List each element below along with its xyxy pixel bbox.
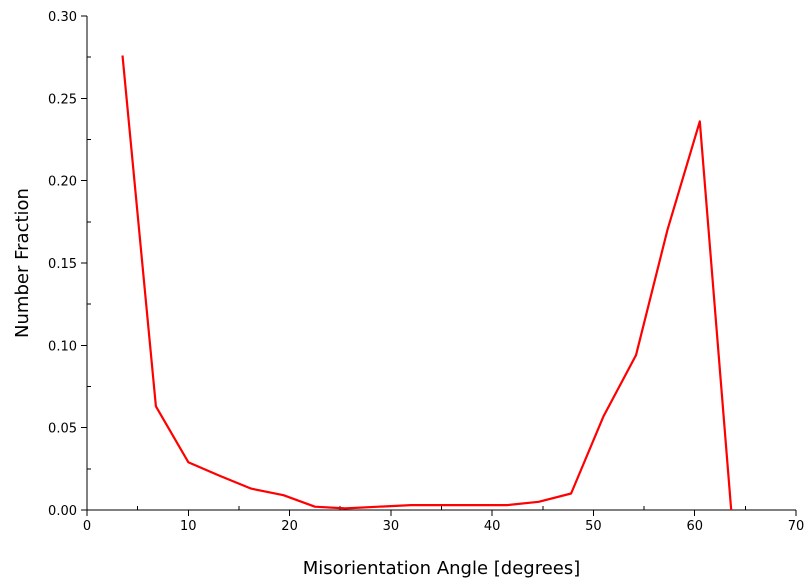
y-tick-label: 0.25 [48,92,77,107]
y-tick-label: 0.20 [48,175,77,190]
y-tick-label: 0.00 [48,504,77,519]
axes [86,16,796,511]
x-tick-label: 20 [281,519,298,534]
y-axis-label: Number Fraction [12,188,33,338]
series-line [121,55,733,511]
series [121,55,733,511]
x-tick-label: 70 [788,519,804,534]
x-tick-label: 30 [383,519,400,534]
tick-labels: 0 10 20 30 40 50 60 70 0.00 0.05 0.10 0.15 0.20 0.25 0… [48,10,804,534]
y-tick-label: 0.15 [48,257,77,272]
x-axis-label: Misorientation Angle [degrees] [303,558,581,579]
x-tick-label: 60 [686,519,703,534]
ticks [81,15,797,516]
y-tick-label: 0.10 [48,339,77,354]
x-tick-label: 0 [83,519,91,534]
y-tick-label: 0.30 [48,10,77,25]
x-tick-label: 50 [585,519,602,534]
x-tick-label: 10 [180,519,197,534]
x-tick-label: 40 [484,519,501,534]
y-tick-label: 0.05 [48,422,77,437]
